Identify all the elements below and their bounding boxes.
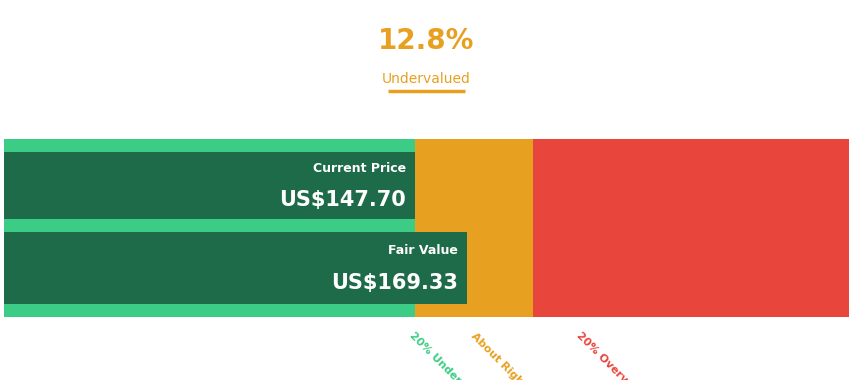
Bar [532, 232, 848, 304]
Bar [532, 139, 848, 152]
Bar [4, 152, 414, 218]
Bar [4, 304, 414, 317]
Bar [414, 139, 532, 152]
Bar [4, 232, 466, 304]
Text: About Right: About Right [469, 331, 528, 380]
Bar [532, 304, 848, 317]
Bar [532, 218, 848, 232]
Text: 12.8%: 12.8% [378, 27, 474, 55]
Text: US$169.33: US$169.33 [331, 273, 458, 293]
Bar [414, 152, 532, 218]
Text: Undervalued: Undervalued [382, 72, 470, 86]
Text: 20% Undervalued: 20% Undervalued [407, 331, 492, 380]
Bar [4, 218, 414, 232]
Bar [414, 218, 532, 232]
Bar [532, 152, 848, 218]
Text: Current Price: Current Price [313, 162, 406, 175]
Text: 20% Overvalued: 20% Overvalued [574, 331, 653, 380]
Text: Fair Value: Fair Value [388, 244, 458, 257]
Bar [414, 304, 532, 317]
Bar [466, 232, 532, 304]
Bar [4, 139, 414, 152]
Text: US$147.70: US$147.70 [279, 190, 406, 211]
